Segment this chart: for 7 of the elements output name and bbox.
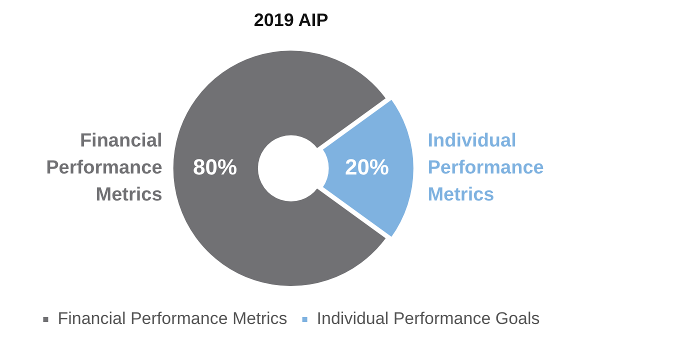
text: Financial Performance Metrics [46,130,162,206]
data-label: 20% [344,154,389,180]
data-label: 80% [193,154,238,180]
legend-label: Individual Performance Goals [316,309,540,328]
text: Individual Performance Metrics [428,130,544,206]
legend-label: Financial Performance Metrics [58,309,288,328]
chart-title: 2019 AIP [254,10,328,30]
